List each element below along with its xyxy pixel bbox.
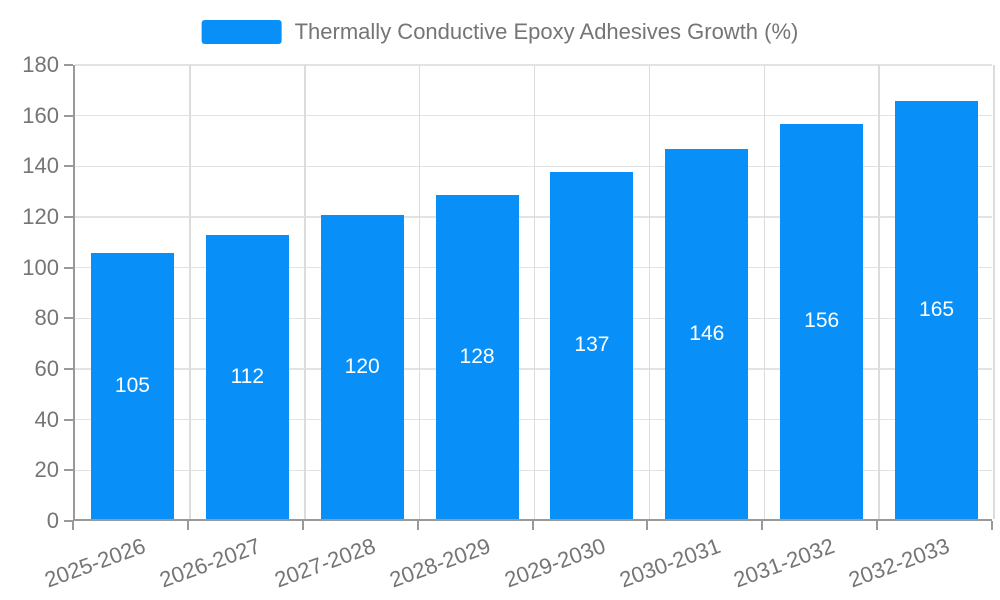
- y-axis-tick-label: 80: [34, 305, 59, 331]
- y-axis-tick-label: 100: [22, 254, 59, 280]
- y-axis-tick: [64, 469, 73, 472]
- gridline-horizontal: [75, 368, 992, 370]
- gridline-horizontal: [75, 64, 992, 66]
- gridline-vertical: [878, 65, 880, 519]
- y-axis-tick-label: 40: [34, 406, 59, 432]
- bar-value-label: 105: [114, 374, 150, 397]
- y-axis-tick-label: 180: [22, 52, 59, 77]
- bar-value-label: 112: [230, 365, 265, 389]
- bar: 165: [895, 101, 979, 519]
- x-axis-tick-label: 2029-2030: [501, 533, 609, 593]
- legend[interactable]: Thermally Conductive Epoxy Adhesives Gro…: [201, 19, 799, 45]
- y-axis-tick: [64, 317, 73, 320]
- gridline-vertical: [763, 65, 765, 519]
- bar-value-label: 156: [804, 309, 840, 333]
- x-axis-tick-label: 2025-2026: [41, 533, 149, 593]
- y-axis-tick-label: 0: [46, 508, 59, 533]
- bar-value-label: 165: [919, 298, 955, 321]
- x-axis-tick: [761, 521, 764, 530]
- bar: 146: [665, 149, 749, 519]
- y-axis-tick: [64, 266, 73, 269]
- x-axis-tick: [186, 521, 189, 530]
- x-axis-tick-label: 2032-2033: [845, 533, 954, 593]
- gridline-horizontal: [75, 469, 992, 472]
- x-axis-tick: [531, 521, 534, 530]
- x-axis-tick-label: 2031-2032: [730, 533, 839, 593]
- y-axis-tick: [64, 520, 73, 522]
- x-axis-tick-label: 2030-2031: [615, 533, 724, 593]
- x-axis-tick-label: 2026-2027: [156, 533, 264, 593]
- bar-value-label: 146: [689, 322, 725, 346]
- x-axis-tick: [72, 521, 74, 530]
- gridline-vertical: [533, 65, 536, 519]
- bar: 137: [550, 171, 634, 519]
- x-axis-tick: [416, 521, 419, 530]
- legend-label: Thermally Conductive Epoxy Adhesives Gro…: [294, 19, 799, 44]
- gridline-horizontal: [75, 216, 992, 218]
- y-axis-tick-label: 20: [34, 457, 59, 483]
- gridline-vertical: [189, 65, 191, 519]
- y-axis-tick: [64, 216, 73, 218]
- gridline-horizontal: [75, 165, 992, 168]
- plot-area: 105 112 120 128 137 146 156 165: [73, 64, 995, 521]
- bar: 105: [90, 253, 174, 519]
- bar-value-label: 128: [459, 344, 495, 368]
- y-axis-tick-label: 140: [22, 153, 59, 179]
- x-axis-tick: [876, 521, 879, 530]
- y-axis-tick: [64, 418, 73, 421]
- bar: 128: [435, 194, 519, 519]
- y-axis-tick: [64, 114, 73, 117]
- gridline-horizontal: [75, 418, 992, 421]
- y-axis-tick-label: 60: [34, 356, 59, 381]
- bar-value-label: 120: [344, 355, 380, 378]
- gridline-vertical: [418, 65, 421, 519]
- x-axis-tick-label: 2027-2028: [271, 533, 379, 593]
- y-axis-tick: [64, 165, 73, 168]
- x-axis-tick-label: 2028-2029: [386, 533, 494, 593]
- gridline-vertical: [648, 65, 651, 519]
- gridline-horizontal: [75, 266, 992, 269]
- gridline-vertical: [993, 65, 995, 519]
- bar: 120: [320, 215, 404, 519]
- y-axis-tick: [64, 64, 73, 66]
- bar: 112: [205, 235, 289, 519]
- gridline-horizontal: [75, 317, 992, 320]
- x-axis-tick: [646, 521, 649, 530]
- x-axis-tick: [301, 521, 304, 530]
- y-axis-tick: [64, 368, 73, 370]
- gridline-vertical: [304, 65, 306, 519]
- x-axis-tick: [991, 521, 993, 530]
- y-axis-tick-label: 120: [22, 204, 59, 229]
- gridline-horizontal: [75, 114, 992, 117]
- legend-swatch[interactable]: [201, 20, 282, 44]
- y-axis-tick-label: 160: [22, 102, 59, 128]
- bar-value-label: 137: [574, 333, 610, 357]
- bar: 156: [780, 123, 864, 519]
